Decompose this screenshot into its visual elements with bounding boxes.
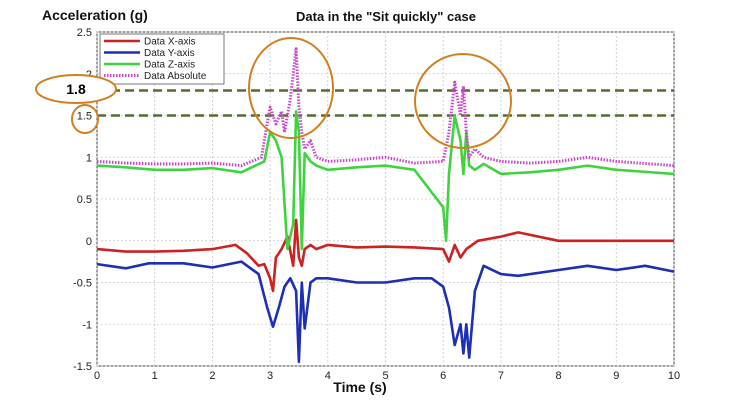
annotation-circle-1-5 (71, 104, 99, 134)
x-tick-label: 5 (382, 370, 388, 382)
series-line (96, 47, 675, 168)
x-tick-label: 3 (267, 370, 273, 382)
y-tick-label: -0.5 (73, 278, 92, 290)
x-tick-label: 7 (498, 370, 504, 382)
x-tick-label: 9 (613, 370, 619, 382)
x-axis-label: Time (s) (333, 379, 386, 395)
y-tick-label: -1.5 (73, 361, 92, 373)
annotation-ellipse-1-8 (35, 74, 117, 104)
series-line (96, 260, 675, 364)
y-axis-label: Acceleration (g) (42, 7, 148, 23)
y-tick-label: 2.5 (77, 27, 92, 39)
y-tick-label: -1 (82, 319, 92, 331)
x-tick-label: 10 (668, 370, 680, 382)
chart-title: Data in the "Sit quickly" case (296, 9, 476, 24)
annotations: 1.8 (35, 37, 512, 149)
y-tick-label: 1 (86, 152, 92, 164)
annotation-circle-second-peak (414, 53, 512, 149)
x-tick-label: 1 (152, 370, 158, 382)
x-tick-label: 2 (209, 370, 215, 382)
y-tick-label: 0.5 (77, 194, 92, 206)
legend-label: Data X-axis (144, 37, 196, 48)
legend-label: Data Absolute (144, 71, 207, 82)
x-tick-label: 0 (94, 370, 100, 382)
y-tick-label: 0 (86, 236, 92, 248)
reference-lines (97, 89, 674, 117)
x-tick-label: 8 (556, 370, 562, 382)
legend-label: Data Y-axis (144, 48, 195, 59)
series-line (96, 218, 674, 293)
x-tick-label: 6 (440, 370, 446, 382)
legend-label: Data Z-axis (144, 60, 195, 71)
x-tick-label: 4 (325, 370, 331, 382)
annotation-label-1-8: 1.8 (66, 81, 86, 97)
annotation-circle-first-peak (248, 37, 334, 139)
y-tick-label: 1.5 (77, 111, 92, 123)
series-line (96, 110, 675, 251)
legend-box (99, 33, 225, 85)
series-lines (96, 47, 675, 364)
